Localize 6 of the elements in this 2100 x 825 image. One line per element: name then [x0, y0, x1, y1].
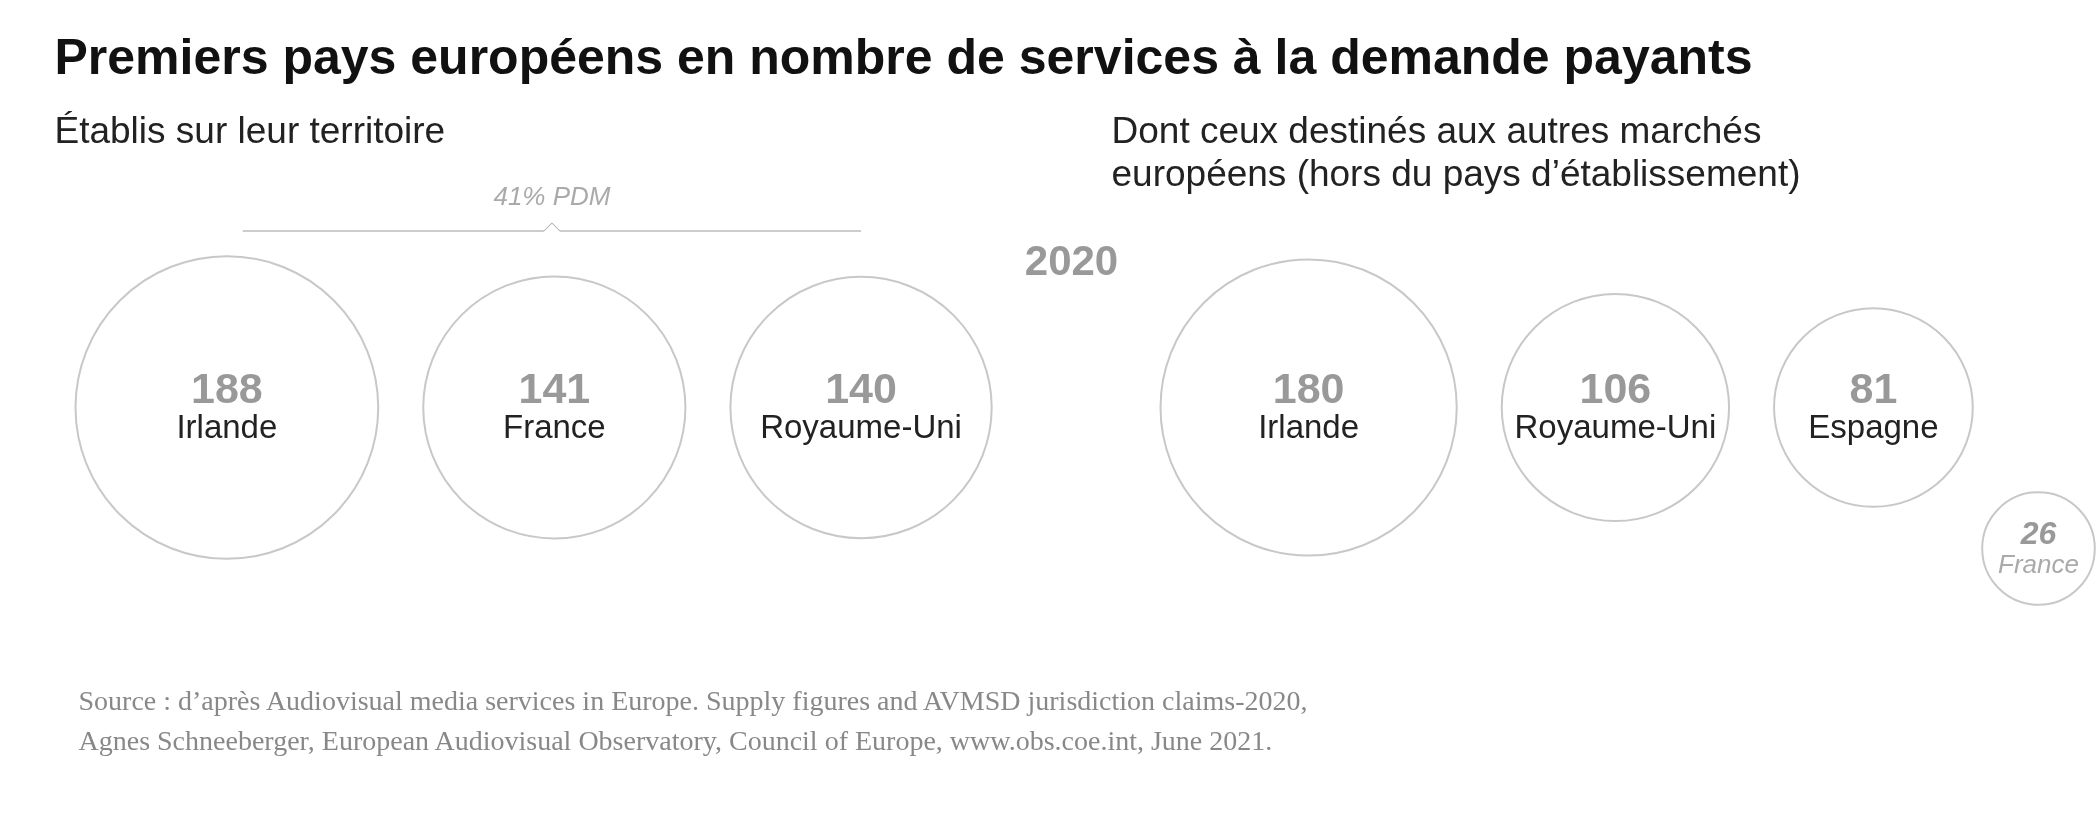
text: Établis sur leur territoire: [54, 110, 446, 151]
source-note: Source : d’après Audiovisual media services in Europe. Supply figures and AVMSD jurisdiction claims-2020, Agnes Schneeberger, European Audiovisual Observatory, Council of Europe, www.obs.coe.int, June 2021.: [78, 685, 1308, 756]
text: 2020: [1024, 237, 1119, 284]
text: 41% PDM: [493, 180, 611, 211]
text: Dont ceux destinés aux autres marchés européens (hors du pays d’établissement): [1111, 110, 1801, 194]
text: Premiers pays européens en nombre de services à la demande payants: [54, 28, 1753, 85]
